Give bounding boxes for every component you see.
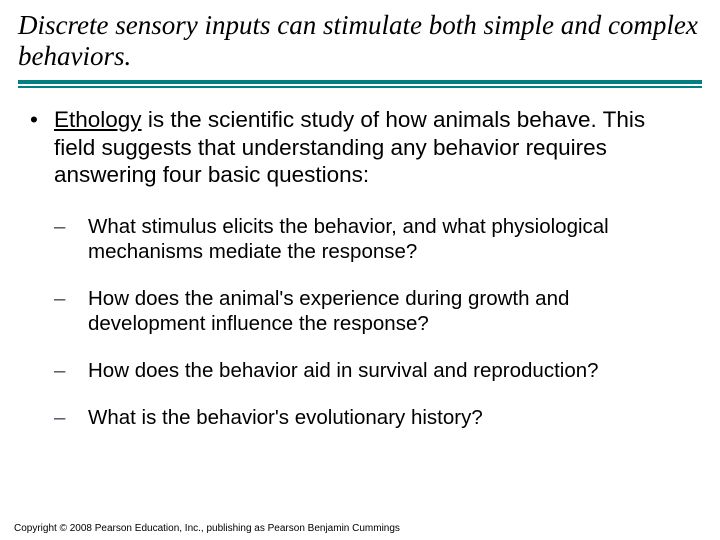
bullet-rest: is the scientific study of how animals b… (54, 107, 645, 187)
copyright-text: Copyright © 2008 Pearson Education, Inc.… (14, 523, 400, 534)
dash-icon: – (54, 405, 88, 430)
slide-content: • Ethology is the scientific study of ho… (0, 88, 720, 430)
term-ethology: Ethology (54, 107, 142, 132)
sub-bullet: – What stimulus elicits the behavior, an… (54, 214, 690, 264)
sub-bullet-text: How does the animal's experience during … (88, 286, 690, 336)
dash-icon: – (54, 214, 88, 264)
sub-bullet-text: How does the behavior aid in survival an… (88, 358, 690, 383)
dash-icon: – (54, 358, 88, 383)
main-bullet: • Ethology is the scientific study of ho… (30, 106, 690, 188)
slide-title-block: Discrete sensory inputs can stimulate bo… (0, 0, 720, 78)
bullet-mark: • (30, 106, 54, 188)
sub-bullet-list: – What stimulus elicits the behavior, an… (30, 214, 690, 430)
bullet-body: Ethology is the scientific study of how … (54, 106, 690, 188)
sub-bullet: – How does the animal's experience durin… (54, 286, 690, 336)
sub-bullet-text: What is the behavior's evolutionary hist… (88, 405, 690, 430)
sub-bullet: – What is the behavior's evolutionary hi… (54, 405, 690, 430)
sub-bullet-text: What stimulus elicits the behavior, and … (88, 214, 690, 264)
sub-bullet: – How does the behavior aid in survival … (54, 358, 690, 383)
slide-title: Discrete sensory inputs can stimulate bo… (18, 10, 702, 72)
dash-icon: – (54, 286, 88, 336)
title-rule-thick (18, 80, 702, 84)
